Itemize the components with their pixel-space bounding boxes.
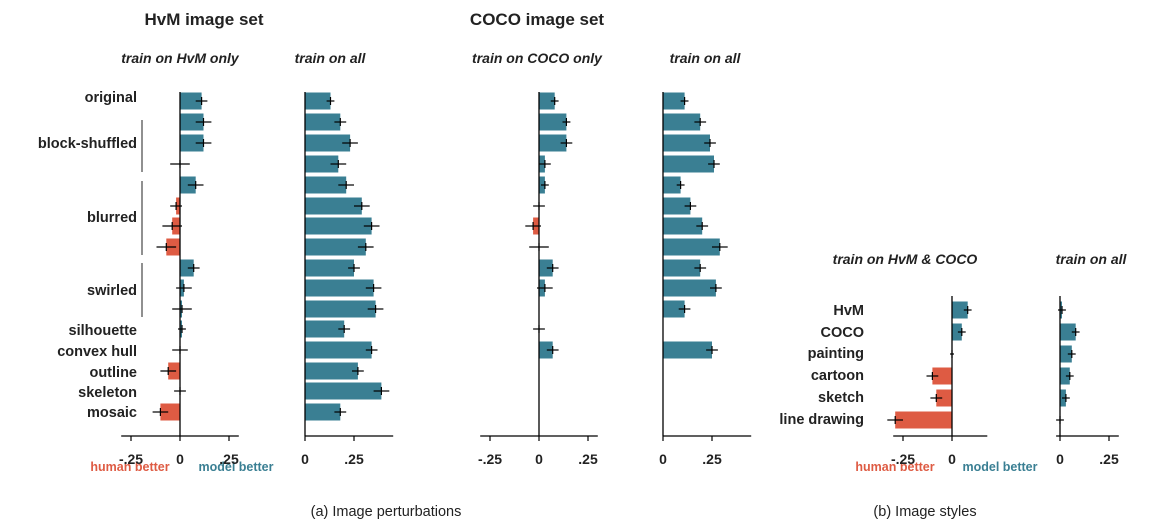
panel-1-subtitle: train on HvM only xyxy=(121,50,240,66)
x-tick-label-p4-0: 0 xyxy=(659,451,667,467)
bar-p4-0 xyxy=(663,92,685,110)
panel-6-subtitle: train on all xyxy=(1056,251,1128,267)
bar-p4-8 xyxy=(663,259,701,277)
bar-p2-1 xyxy=(305,113,341,131)
bar-p4-4 xyxy=(663,176,681,194)
bar-p4-12 xyxy=(663,341,712,359)
human-better-label-a: human better xyxy=(90,460,169,474)
row-label-convex-hull: convex hull xyxy=(57,344,137,360)
bar-p2-4 xyxy=(305,176,347,194)
row-label-line-drawing: line drawing xyxy=(779,412,864,428)
bar-p2-6 xyxy=(305,217,372,235)
bar-p2-0 xyxy=(305,92,331,110)
bar-p2-9 xyxy=(305,279,374,297)
bar-p4-10 xyxy=(663,300,685,318)
chart-panels: -.25 0 .25 0 .25 -.25 0 .25 0 .25 -.25 0 0 .25 xyxy=(119,92,1119,467)
bar-p2-10 xyxy=(305,300,376,318)
caption-a: (a) Image perturbations xyxy=(311,504,462,520)
coco-group-title: COCO image set xyxy=(470,10,604,29)
x-tick-label-p2-0: 0 xyxy=(301,451,309,467)
row-label-skeleton: skeleton xyxy=(78,385,137,401)
x-tick-label-p3-1: 0 xyxy=(535,451,543,467)
panel-2-subtitle: train on all xyxy=(295,50,367,66)
model-better-label-a: model better xyxy=(198,460,273,474)
x-tick-label-p1-1: 0 xyxy=(176,451,184,467)
bar-p3-2 xyxy=(539,134,567,152)
x-tick-label-p4-1: .25 xyxy=(702,451,722,467)
x-tick-label-p6-1: .25 xyxy=(1099,451,1119,467)
row-label-blurred: blurred xyxy=(87,210,137,226)
bar-p5-4 xyxy=(936,389,952,407)
row-label-mosaic: mosaic xyxy=(87,405,137,421)
bar-p2-7 xyxy=(305,238,366,256)
bar-p2-3 xyxy=(305,155,339,173)
x-tick-label-p3-2: .25 xyxy=(578,451,598,467)
bar-p1-0 xyxy=(180,92,202,110)
row-label-outline: outline xyxy=(89,365,137,381)
bar-p4-5 xyxy=(663,197,691,215)
x-tick-label-p3-0: -.25 xyxy=(478,451,502,467)
bar-p2-15 xyxy=(305,403,341,421)
bar-p2-14 xyxy=(305,382,382,400)
bar-p2-5 xyxy=(305,197,362,215)
bar-p2-12 xyxy=(305,341,372,359)
row-label-sketch: sketch xyxy=(818,390,864,406)
x-tick-label-p1-0: -.25 xyxy=(119,451,143,467)
bar-p5-1 xyxy=(952,323,962,341)
row-label-swirled: swirled xyxy=(87,283,137,299)
x-tick-label-p1-2: .25 xyxy=(219,451,239,467)
bar-p1-2 xyxy=(180,134,204,152)
bar-p4-7 xyxy=(663,238,720,256)
bar-p3-1 xyxy=(539,113,567,131)
bar-p5-5 xyxy=(895,411,952,429)
bar-p2-8 xyxy=(305,259,354,277)
panel-5-subtitle: train on HvM & COCO xyxy=(833,251,978,267)
bar-p2-13 xyxy=(305,362,358,380)
bar-p6-1 xyxy=(1060,323,1076,341)
row-label-silhouette: silhouette xyxy=(69,323,137,339)
bar-p5-3 xyxy=(932,367,952,385)
row-label-painting: painting xyxy=(808,346,864,362)
x-tick-label-p5-0: -.25 xyxy=(891,451,915,467)
bar-p6-2 xyxy=(1060,345,1072,363)
x-tick-label-p5-1: 0 xyxy=(948,451,956,467)
bar-p4-1 xyxy=(663,113,701,131)
row-label-coco: COCO xyxy=(821,325,865,341)
bar-p4-3 xyxy=(663,155,714,173)
bar-p3-0 xyxy=(539,92,555,110)
bar-p3-8 xyxy=(539,259,553,277)
bar-p6-3 xyxy=(1060,367,1070,385)
x-tick-label-p2-1: .25 xyxy=(344,451,364,467)
bar-p4-2 xyxy=(663,134,710,152)
bar-p2-2 xyxy=(305,134,351,152)
row-label-original: original xyxy=(85,90,137,106)
bar-p3-12 xyxy=(539,341,553,359)
bar-p4-9 xyxy=(663,279,716,297)
caption-b: (b) Image styles xyxy=(873,504,976,520)
panel-3-subtitle: train on COCO only xyxy=(472,50,603,66)
bar-p1-1 xyxy=(180,113,204,131)
bar-p1-15 xyxy=(160,403,180,421)
bar-p4-6 xyxy=(663,217,703,235)
human-better-label-b: human better xyxy=(855,460,934,474)
row-label-hvm: HvM xyxy=(833,303,864,319)
row-label-block-shuffled: block-shuffled xyxy=(38,136,137,152)
bar-p2-11 xyxy=(305,320,345,338)
hvm-group-title: HvM image set xyxy=(144,10,263,29)
x-tick-label-p6-0: 0 xyxy=(1056,451,1064,467)
row-label-cartoon: cartoon xyxy=(811,368,864,384)
bar-p1-8 xyxy=(180,259,194,277)
bar-p5-0 xyxy=(952,301,968,319)
panel-4-subtitle: train on all xyxy=(670,50,742,66)
model-better-label-b: model better xyxy=(962,460,1037,474)
